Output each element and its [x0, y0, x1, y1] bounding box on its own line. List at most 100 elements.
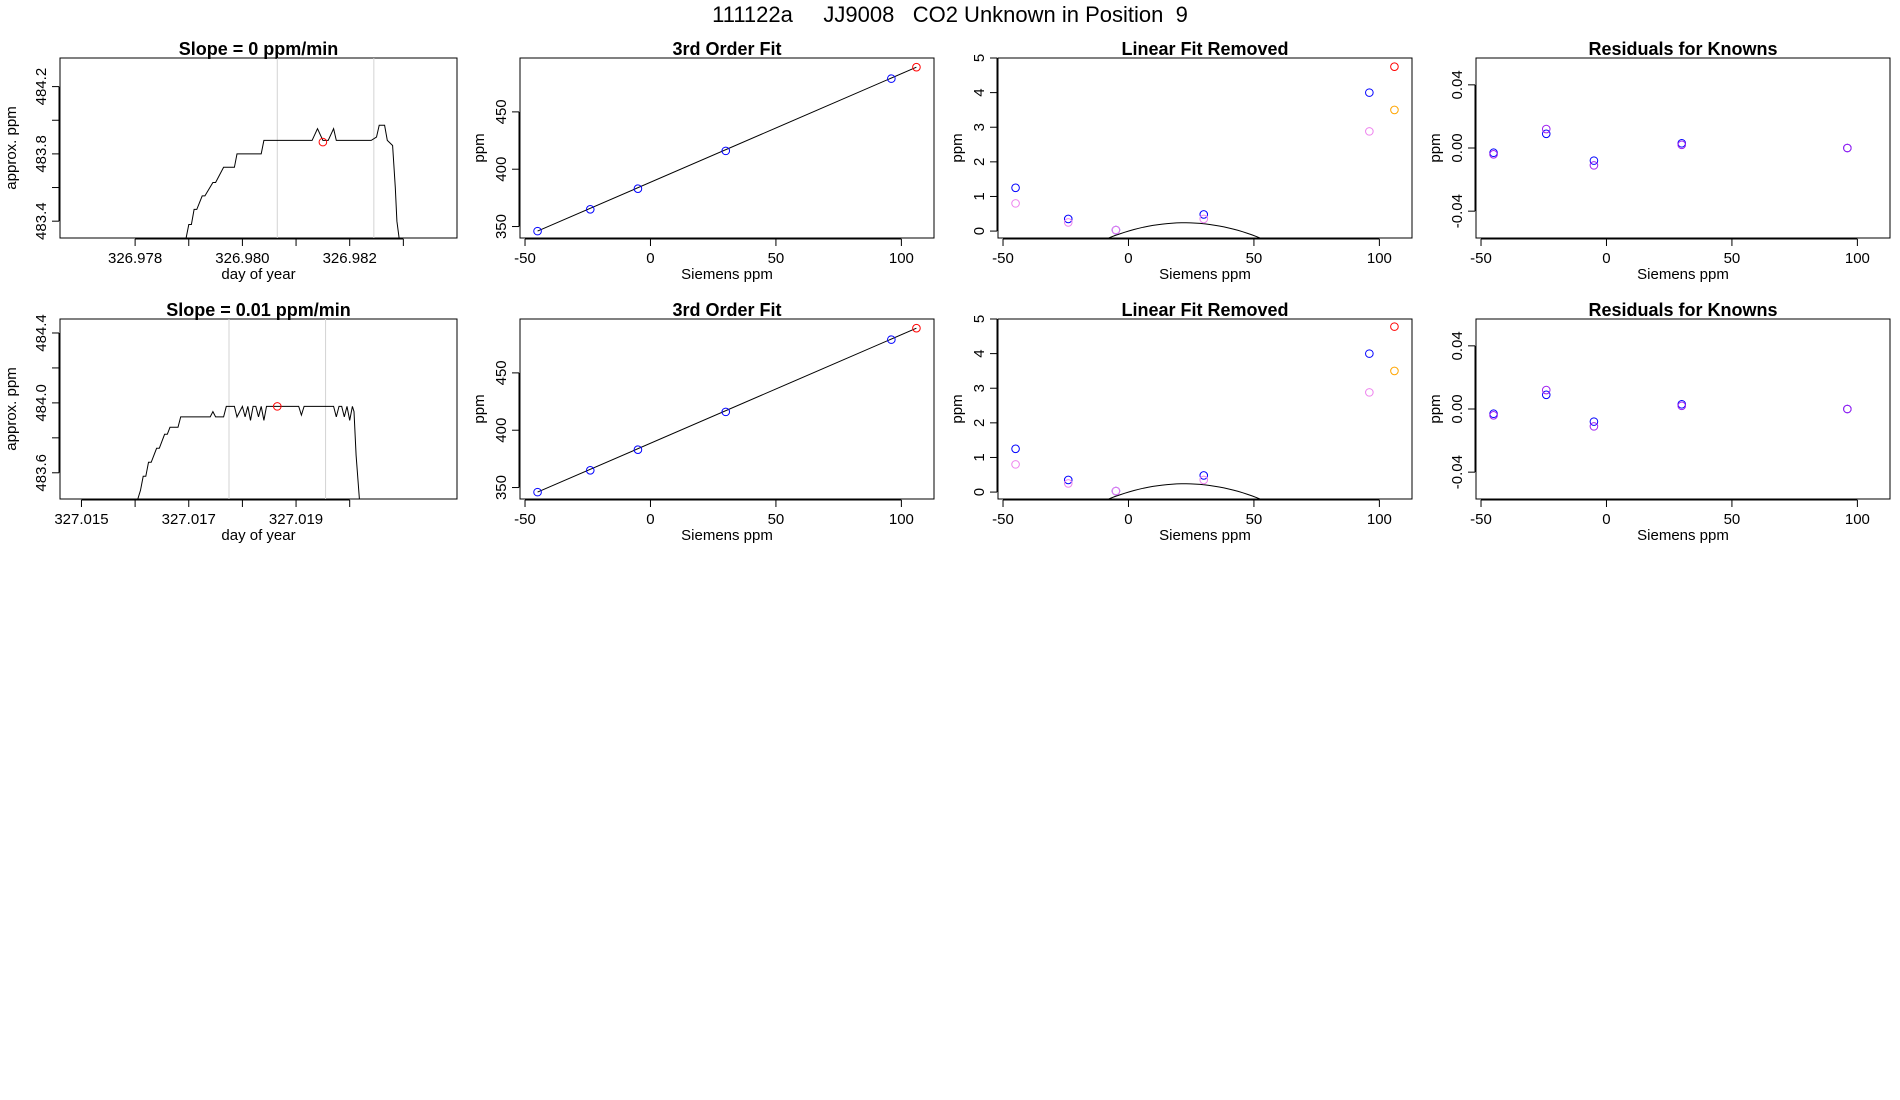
plot-frame: [59, 318, 458, 500]
chart-slope-top: Slope = 0 ppm/min 326.978 326.980 326.982 da…: [3, 39, 458, 283]
data-point: [1677, 140, 1687, 150]
plot-frame: [519, 318, 935, 500]
data-point: [1489, 411, 1498, 420]
data-point: [1489, 150, 1498, 159]
y-tick-label: 0.04: [1449, 331, 1466, 360]
chart-res-bottom: Residuals for Knowns -50 0 50 100 Siemens ppm…: [1427, 300, 1891, 544]
plot-frame: [519, 57, 935, 239]
chart-lin-top: Linear Fit Removed -50 0 50 100 Siemens ppm 0 1…: [949, 39, 1413, 283]
chart-fit-top: 3rd Order Fit -50 0 50 100 Siemens ppm 350 400 4…: [471, 39, 935, 283]
plot-data: [1489, 385, 1852, 431]
x-tick-label: 100: [889, 250, 914, 267]
chart-title: Slope = 0.01 ppm/min: [166, 300, 351, 320]
chart-title: 3rd Order Fit: [672, 39, 781, 59]
data-point: [1011, 199, 1020, 208]
y-axis-label: approx. ppm: [3, 106, 20, 189]
trace-line: [185, 124, 401, 238]
data-point: [1011, 460, 1020, 469]
y-tick-label: 4: [971, 88, 988, 96]
data-point: [1199, 475, 1209, 485]
chart-fit-bottom: 3rd Order Fit -50 0 50 100 Siemens ppm 350 400 4…: [471, 300, 935, 544]
plot-data: [1489, 124, 1852, 170]
plot-data: [533, 323, 921, 497]
data-point: [887, 335, 896, 344]
y-tick-label: 5: [971, 54, 988, 62]
x-tick-label: 0: [646, 250, 654, 267]
y-tick-label: -0.04: [1449, 455, 1466, 489]
data-point: [1365, 349, 1374, 358]
chart-res-top: Residuals for Knowns -50 0 50 100 Siemens ppm…: [1427, 39, 1891, 283]
x-tick-label: 0: [646, 511, 654, 528]
y-tick-label: 483.8: [33, 135, 50, 173]
data-point: [1011, 183, 1020, 193]
x-axis-label: day of year: [221, 266, 295, 283]
plot-frame: [59, 57, 458, 239]
y-axis-label: approx. ppm: [3, 367, 20, 450]
y-tick-label: 483.6: [33, 454, 50, 492]
fit-line: [537, 66, 917, 232]
y-tick-label: 0: [971, 227, 988, 235]
data-point: [1390, 366, 1399, 376]
x-tick-label: 326.982: [323, 250, 377, 267]
data-point: [887, 74, 896, 83]
y-tick-label: 4: [971, 349, 988, 357]
x-axis-label: Siemens ppm: [1159, 266, 1251, 283]
plot-data: [533, 62, 921, 236]
x-tick-label: 327.019: [269, 511, 323, 528]
plot-frame: [997, 57, 1413, 239]
data-point: [1365, 388, 1374, 397]
chart-title: Residuals for Knowns: [1588, 300, 1777, 320]
x-tick-label: 326.978: [108, 250, 162, 267]
x-tick-label: 50: [1724, 250, 1741, 267]
data-point: [533, 487, 542, 497]
y-tick-label: 350: [493, 214, 510, 239]
y-tick-label: 1: [971, 192, 988, 200]
fit-line: [537, 327, 917, 493]
data-point: [633, 184, 643, 194]
data-point: [1541, 385, 1551, 395]
x-tick-label: 100: [889, 511, 914, 528]
y-tick-label: 1: [971, 453, 988, 461]
x-tick-label: 0: [1124, 511, 1132, 528]
data-point: [1063, 479, 1073, 488]
chart-title: Slope = 0 ppm/min: [179, 39, 339, 59]
x-tick-label: -50: [992, 250, 1014, 267]
x-tick-label: 100: [1845, 250, 1870, 267]
data-point: [1111, 225, 1121, 235]
y-tick-label: 0.04: [1449, 70, 1466, 99]
data-point: [1199, 471, 1209, 480]
y-tick-label: 0.00: [1449, 133, 1466, 162]
data-point: [1199, 210, 1209, 219]
y-tick-label: 2: [971, 158, 988, 166]
y-tick-label: 400: [493, 418, 510, 443]
chart-title: 3rd Order Fit: [672, 300, 781, 320]
x-tick-label: 50: [768, 250, 785, 267]
x-tick-label: 100: [1367, 250, 1392, 267]
x-tick-label: 50: [1724, 511, 1741, 528]
fit-curve: [1107, 483, 1262, 499]
x-axis-label: day of year: [221, 527, 295, 544]
data-point: [585, 466, 595, 475]
data-point: [272, 402, 282, 411]
plot-data: [1011, 62, 1399, 238]
data-point: [1390, 62, 1399, 71]
y-tick-label: -0.04: [1449, 194, 1466, 228]
y-tick-label: 450: [493, 360, 510, 385]
y-tick-label: 483.4: [33, 202, 50, 240]
x-tick-label: -50: [514, 511, 536, 528]
y-tick-label: 484.0: [33, 384, 50, 422]
y-tick-label: 350: [493, 475, 510, 500]
data-point: [1541, 124, 1551, 134]
data-point: [1365, 127, 1374, 136]
plot-frame: [1475, 318, 1891, 500]
data-point: [1063, 218, 1073, 227]
y-axis-label: ppm: [949, 133, 966, 162]
x-axis-label: Siemens ppm: [681, 527, 773, 544]
data-point: [318, 137, 328, 147]
data-point: [1589, 161, 1599, 170]
y-tick-label: 2: [971, 419, 988, 427]
trace-line: [137, 405, 360, 499]
data-point: [1677, 401, 1687, 411]
x-tick-label: -50: [1470, 511, 1492, 528]
data-point: [721, 407, 731, 417]
